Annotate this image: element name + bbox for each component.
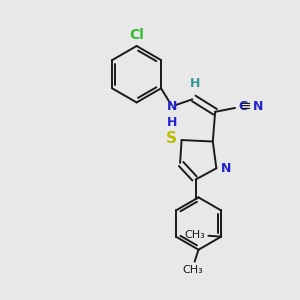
Text: N: N — [220, 162, 231, 175]
Text: H: H — [167, 116, 178, 129]
Text: CH₃: CH₃ — [184, 230, 205, 240]
Text: S: S — [166, 131, 177, 146]
Text: C: C — [238, 100, 247, 113]
Text: Cl: Cl — [129, 28, 144, 42]
Text: N: N — [167, 100, 178, 113]
Text: H: H — [190, 77, 200, 90]
Text: ≡: ≡ — [240, 100, 251, 113]
Text: CH₃: CH₃ — [183, 265, 204, 275]
Text: N: N — [253, 100, 263, 113]
